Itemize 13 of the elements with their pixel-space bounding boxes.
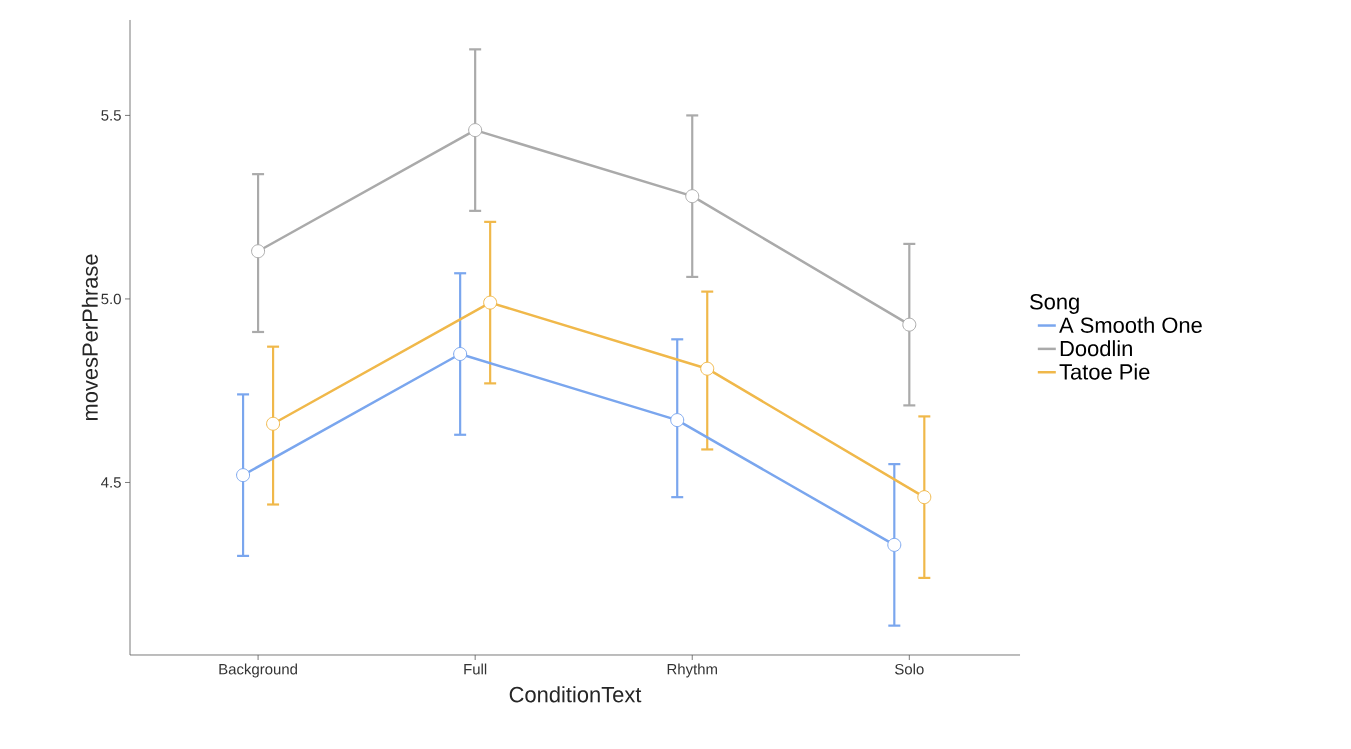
y-tick-label: 4.5	[101, 477, 121, 488]
legend-label: Tatoe Pie	[1059, 363, 1150, 380]
x-axis-title: ConditionText	[509, 686, 642, 703]
legend-label: A Smooth One	[1059, 316, 1202, 333]
x-tick-label: Solo	[895, 663, 924, 675]
x-tick-label: Rhythm	[667, 663, 717, 678]
legend-label: Doodlin	[1060, 340, 1132, 357]
y-tick-label: 5.0	[101, 293, 121, 305]
x-tick-label: Background	[219, 663, 297, 678]
legend-title: Song	[1030, 294, 1079, 314]
y-axis-title: movesPerPhrase	[81, 254, 98, 421]
x-tick-label: Full	[464, 663, 487, 675]
y-tick-label: 5.5	[101, 110, 121, 121]
